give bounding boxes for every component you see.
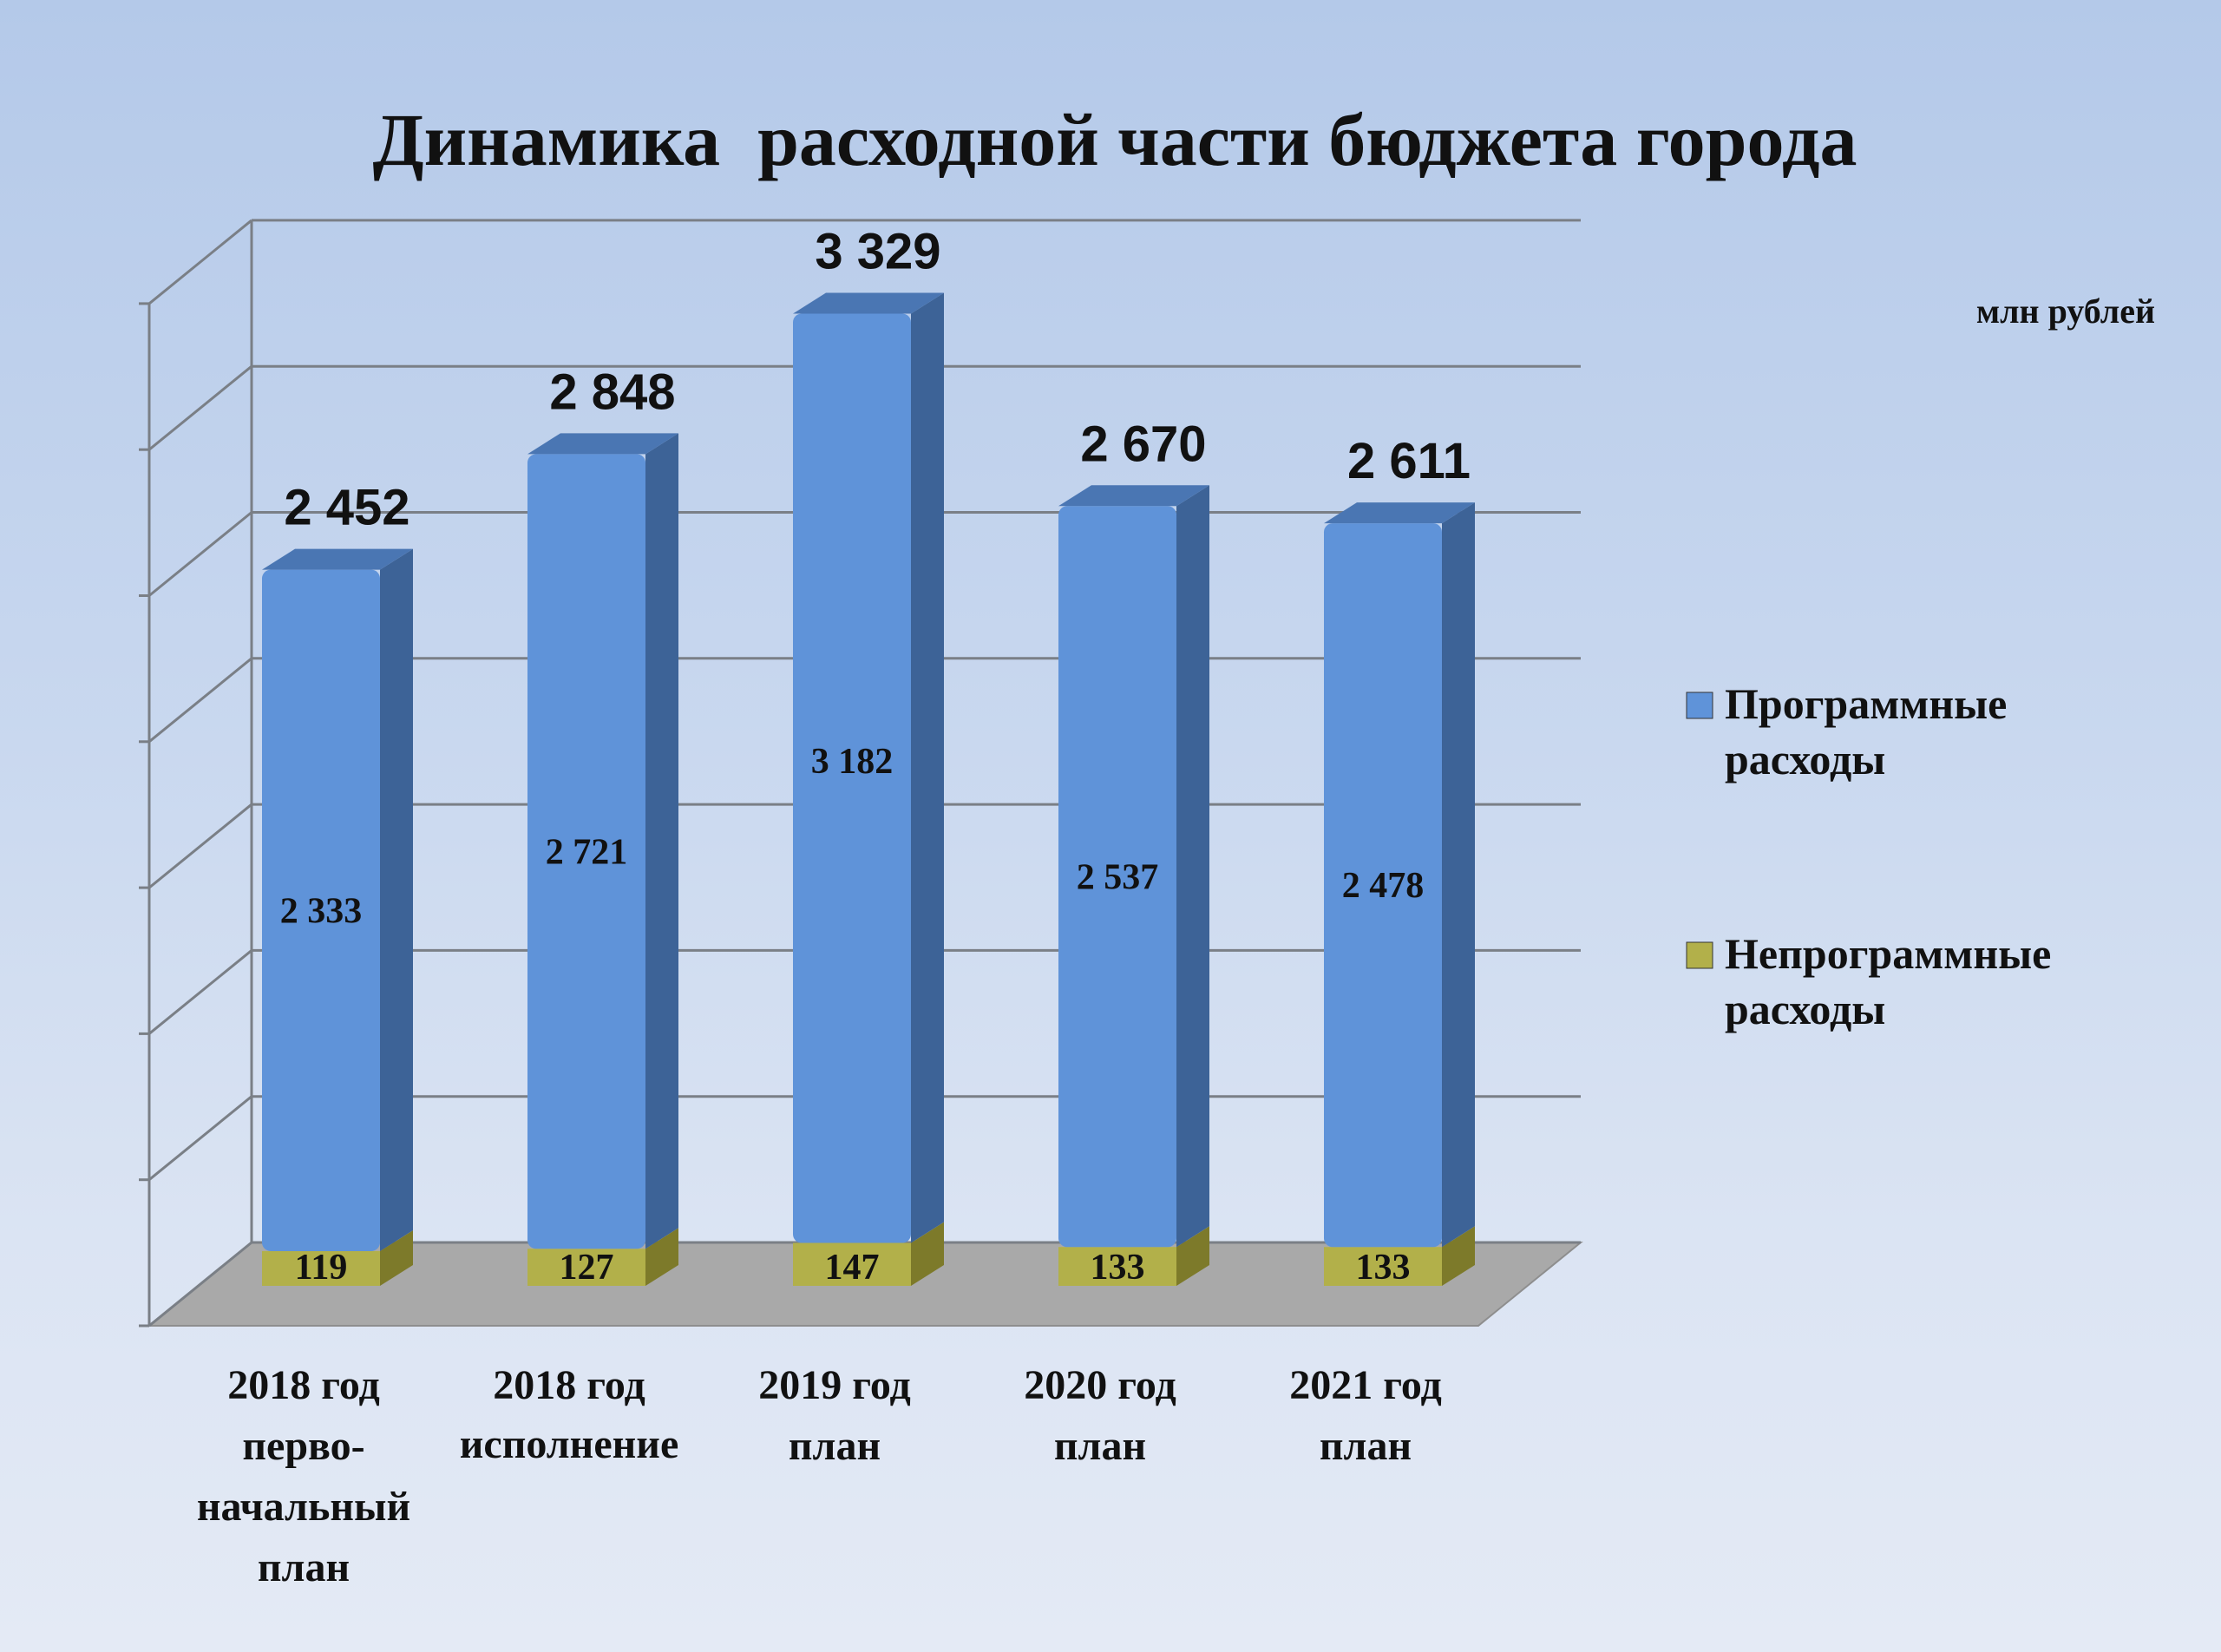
category-label: план xyxy=(1320,1423,1412,1469)
axis-diagonal xyxy=(148,365,252,451)
programmatic-value-label: 2 721 xyxy=(546,832,628,872)
bar-nonprogrammatic-side xyxy=(1442,1226,1475,1286)
bar-nonprogrammatic-side xyxy=(645,1228,678,1286)
programmatic-value-label: 2 333 xyxy=(280,891,363,931)
category-label: план xyxy=(1054,1423,1146,1469)
category-label: 2018 год xyxy=(493,1362,645,1408)
bar-programmatic-side xyxy=(1442,502,1475,1248)
legend-label: Программные xyxy=(1725,679,2007,728)
bar-nonprogrammatic-front xyxy=(262,1250,380,1286)
total-value-label: 2 848 xyxy=(549,364,675,420)
nonprogrammatic-value-label: 133 xyxy=(1356,1248,1411,1288)
axis-diagonal xyxy=(148,511,252,597)
category-label: 2020 год xyxy=(1024,1362,1176,1408)
axis-diagonal xyxy=(148,1095,252,1181)
nonprogrammatic-value-label: 127 xyxy=(560,1248,614,1288)
bar-nonprogrammatic-front xyxy=(527,1249,645,1286)
bar-programmatic-top xyxy=(1058,485,1209,507)
bar-nonprogrammatic-front xyxy=(1058,1247,1176,1286)
bar-programmatic-side xyxy=(1176,485,1209,1248)
programmatic-value-label: 3 182 xyxy=(811,742,894,782)
total-value-label: 2 611 xyxy=(1347,433,1471,489)
bar-nonprogrammatic-front xyxy=(1324,1247,1442,1286)
category-label: исполнение xyxy=(460,1421,679,1467)
bar-nonprogrammatic-side xyxy=(911,1222,944,1286)
axis-diagonal xyxy=(148,803,252,889)
bar-programmatic-front xyxy=(793,313,911,1243)
nonprogrammatic-value-label: 133 xyxy=(1091,1248,1145,1288)
axis-diagonal xyxy=(148,657,252,743)
bar-nonprogrammatic-side xyxy=(1176,1226,1209,1286)
chart-title: Динамика расходной части бюджета города xyxy=(372,98,1857,181)
bar-programmatic-top xyxy=(527,433,678,455)
bar-programmatic-front xyxy=(262,569,380,1251)
chart-legend: Программные расходы Непрограммные расходы xyxy=(1686,679,2051,1033)
legend-label: расходы xyxy=(1725,735,1885,783)
bar-programmatic-front xyxy=(527,454,645,1249)
chart-bars xyxy=(262,292,1475,1286)
category-label: план xyxy=(258,1544,350,1590)
bar-nonprogrammatic-side xyxy=(380,1229,413,1286)
legend-swatch-nonprogrammatic xyxy=(1686,941,1713,969)
bar-programmatic-side xyxy=(911,292,944,1243)
chart-labels: 119 2 333 2 452 2018 год перво-начальный план… xyxy=(197,223,1471,1590)
category-label: 2019 год xyxy=(758,1362,911,1408)
programmatic-value-label: 2 478 xyxy=(1342,866,1425,906)
axis-diagonal xyxy=(148,1241,252,1328)
legend-label: Непрограммные xyxy=(1725,929,2051,978)
category-label: 2021 год xyxy=(1289,1362,1442,1408)
bar-programmatic-side xyxy=(645,433,678,1249)
bar-programmatic-top xyxy=(262,548,413,570)
total-value-label: 2 452 xyxy=(284,480,409,536)
bar-nonprogrammatic-front xyxy=(793,1242,911,1286)
total-value-label: 2 670 xyxy=(1080,416,1206,472)
category-label: начальный xyxy=(197,1484,410,1530)
nonprogrammatic-value-label: 119 xyxy=(295,1248,348,1288)
bar-programmatic-front xyxy=(1324,523,1442,1248)
category-label: перво- xyxy=(242,1423,364,1469)
category-label: план xyxy=(789,1423,881,1469)
programmatic-value-label: 2 537 xyxy=(1077,857,1159,897)
total-value-label: 3 329 xyxy=(815,223,940,279)
category-label: 2018 год xyxy=(227,1362,380,1408)
legend-swatch-programmatic xyxy=(1686,692,1713,719)
axis-diagonal xyxy=(148,219,252,305)
unit-label: млн рублей xyxy=(1976,292,2155,331)
bar-programmatic-front xyxy=(1058,506,1176,1248)
bar-programmatic-top xyxy=(1324,502,1475,524)
nonprogrammatic-value-label: 147 xyxy=(825,1248,880,1288)
bar-programmatic-side xyxy=(380,548,413,1251)
bar-programmatic-top xyxy=(793,292,944,314)
legend-label: расходы xyxy=(1725,985,1885,1033)
axis-diagonal xyxy=(148,949,252,1035)
